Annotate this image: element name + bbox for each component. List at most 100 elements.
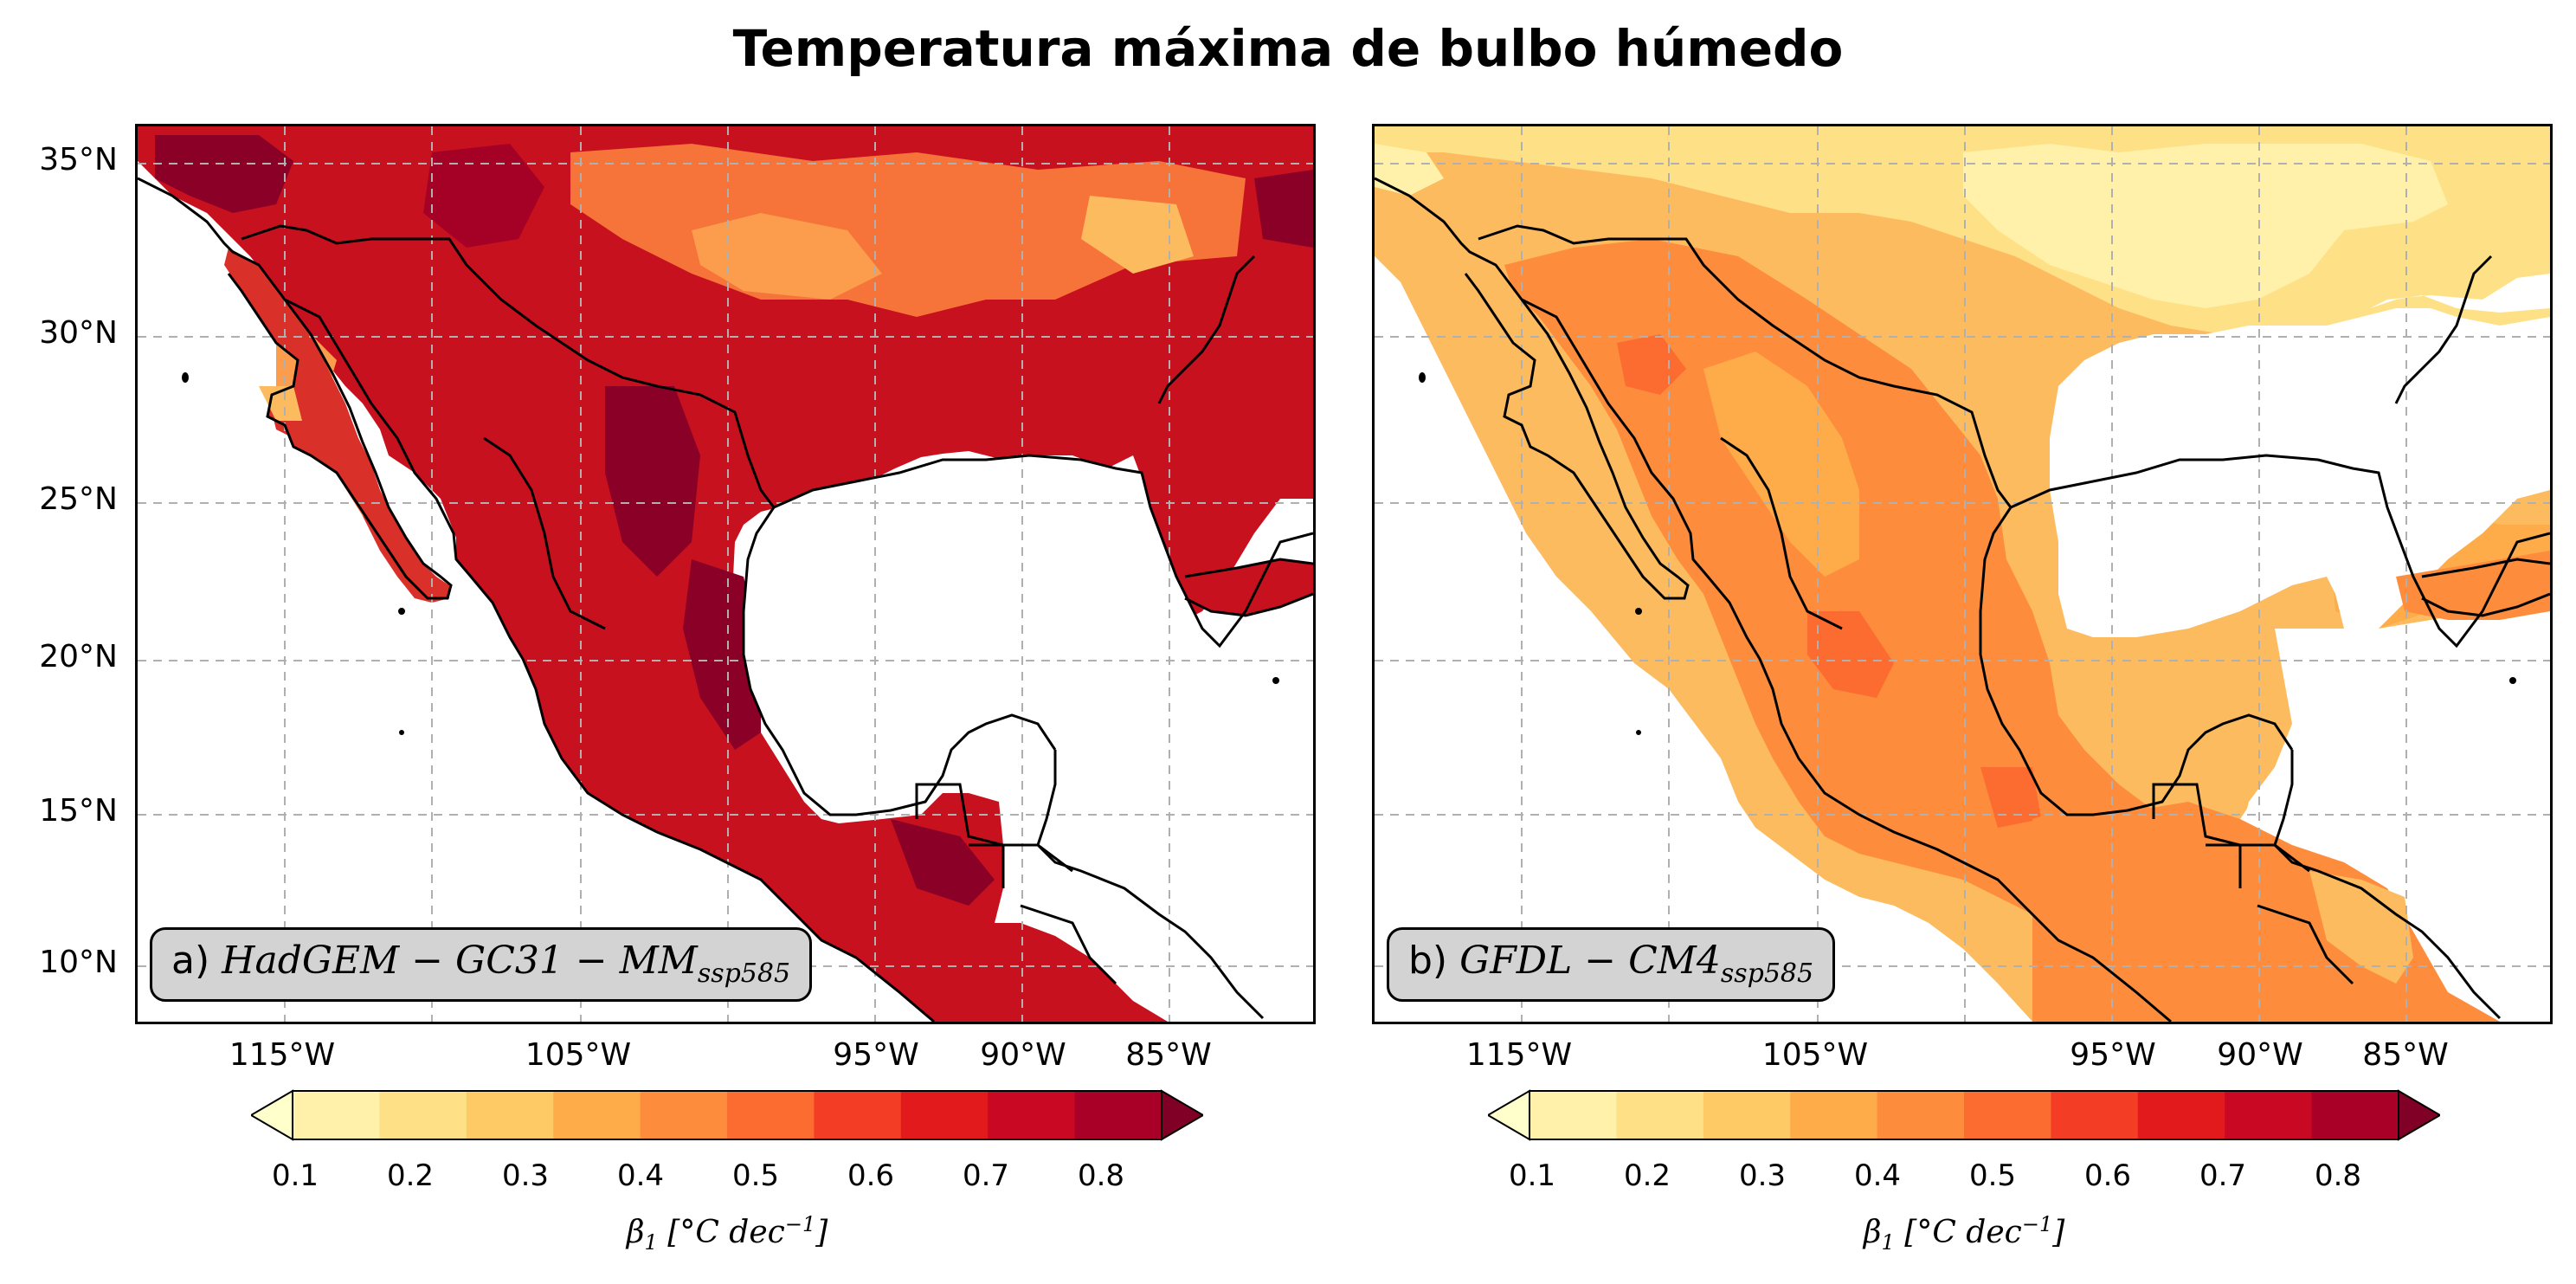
hotspot-a1 [155,135,293,213]
colorbar-a-segment [293,1091,380,1139]
colorbar-b-extend-high [2398,1089,2440,1141]
panel-label-a-scenario: ssp585 [697,958,791,989]
colorbar-a-tick-01: 0.1 [271,1158,319,1193]
colorbar-a-segment [553,1091,641,1139]
panel-label-a-prefix: a) [171,939,222,983]
colorbar-b-tick-08: 0.8 [2314,1158,2362,1193]
colorbar-a-tick-04: 0.4 [616,1158,665,1193]
map-panel-b: b) GFDL − CM4ssp585 [1372,124,2553,1024]
colorbar-b-label: β1 [°C dec−1] [1864,1212,2065,1255]
colorbar-a-extend-high [1161,1089,1203,1141]
colorbar-b-segment [1530,1091,1617,1139]
colorbar-b-label-sub: 1 [1881,1230,1895,1255]
caribbean-land-b [2309,871,2413,984]
colorbar-b-label-sup: −1 [2021,1212,2053,1236]
colorbar-a [251,1089,1203,1141]
caribbean-sea-a [1021,732,1313,1022]
light-area-a3 [1081,196,1194,274]
panel-label-b: b) GFDL − CM4ssp585 [1387,927,1836,1002]
y-tick-25n: 25°N [39,481,118,517]
colorbar-a-segment [988,1091,1076,1139]
y-tick-30n: 30°N [39,315,118,351]
colorbar-b-tick-01: 0.1 [1508,1158,1556,1193]
map-b-svg [1375,126,2550,1022]
colorbar-b-label-symbol: β [1863,1215,1882,1250]
colorbar-b-tick-07: 0.7 [2199,1158,2247,1193]
colorbar-a-label-sup: −1 [784,1212,816,1236]
gulf-top-b [2370,274,2550,313]
islands-a [182,372,1279,735]
colorbar-a-tick-07: 0.7 [962,1158,1010,1193]
x-tick-b-85w: 85°W [2362,1037,2449,1073]
colorbar-b-tick-06: 0.6 [2083,1158,2132,1193]
colorbar-b-outline [1529,1090,2399,1140]
colorbar-a-label-end: ] [815,1215,828,1250]
figure-title: Temperatura máxima de bulbo húmedo [732,19,1844,78]
colorbar-b-segment [2051,1091,2139,1139]
colorbar-b-tick-05: 0.5 [1968,1158,2017,1193]
x-tick-b-105w: 105°W [1761,1037,1869,1073]
colorbar-b-label-end: ] [2052,1215,2065,1250]
panel-label-b-model: GFDL − CM4 [1459,939,1721,983]
colorbar-a-tick-05: 0.5 [731,1158,780,1193]
coastlines-a [138,177,1313,1022]
x-tick-a-90w: 90°W [980,1037,1066,1073]
colorbar-a-segment [814,1091,902,1139]
x-tick-a-115w: 115°W [229,1037,336,1073]
x-tick-b-90w: 90°W [2217,1037,2303,1073]
x-tick-b-95w: 95°W [2070,1037,2156,1073]
hotspot-a3 [605,386,700,577]
lightest-top-b [1963,144,2448,308]
colorbar-a-segment [900,1091,989,1139]
islands-b [1419,372,2516,735]
colorbar-b-label-unit: [°C dec [1894,1215,2022,1250]
y-tick-10n: 10°N [39,945,118,980]
colorbar-a-extend-low [251,1089,293,1141]
cuba-a [1185,559,1313,616]
y-tick-35n: 35°N [39,142,118,177]
x-tick-a-95w: 95°W [833,1037,919,1073]
colorbar-b-segment [2137,1091,2225,1139]
orange-deep-b3 [1980,767,2041,828]
panel-label-b-prefix: b) [1408,939,1460,983]
colorbar-a-segment [466,1091,554,1139]
colorbar-b [1488,1089,2440,1141]
colorbar-a-tick-02: 0.2 [386,1158,435,1193]
colorbar-a-segment [640,1091,728,1139]
colorbar-b-tick-04: 0.4 [1853,1158,1902,1193]
coastlines-b [1375,177,2550,1022]
hotspot-a6 [891,819,995,906]
colorbar-a-label-unit: [°C dec [657,1215,785,1250]
colorbar-a-tick-06: 0.6 [847,1158,895,1193]
map-panel-a: a) HadGEM − GC31 − MMssp585 [135,124,1316,1024]
colorbar-a-tick-08: 0.8 [1077,1158,1125,1193]
colorbar-a-outline [292,1090,1162,1140]
colorbar-b-extend-low [1488,1089,1530,1141]
colorbar-a-label: β1 [°C dec−1] [627,1212,828,1255]
light-area-a2 [692,213,882,300]
baja-highlight-a [259,386,302,421]
colorbar-b-segment [2225,1091,2313,1139]
y-tick-15n: 15°N [39,793,118,829]
x-tick-b-115w: 115°W [1465,1037,1573,1073]
hotspot-a2 [423,144,544,248]
pacific-a [138,178,761,1022]
orange-mid-b [1703,352,1859,577]
gulf-of-mexico-b [2050,308,2550,637]
lightest-top-b2 [1375,144,1444,196]
colorbar-a-tick-03: 0.3 [501,1158,550,1193]
colorbar-a-segments [251,1089,1203,1141]
colorbar-b-segment [2311,1091,2399,1139]
colorbar-b-tick-03: 0.3 [1738,1158,1787,1193]
panel-label-a-model: HadGEM − GC31 − MM [222,939,698,983]
colorbar-b-segment [1964,1091,2051,1139]
baja-peninsula-a [224,248,449,598]
x-tick-a-85w: 85°W [1125,1037,1212,1073]
colorbar-a-segment [1074,1091,1162,1139]
orange-band-b [1504,239,2240,932]
colorbar-b-segment [1790,1091,1878,1139]
colorbar-a-label-symbol: β [626,1215,645,1250]
colorbar-a-segment [727,1091,815,1139]
map-a-svg [138,126,1313,1022]
hotspot-a5 [1254,170,1313,248]
